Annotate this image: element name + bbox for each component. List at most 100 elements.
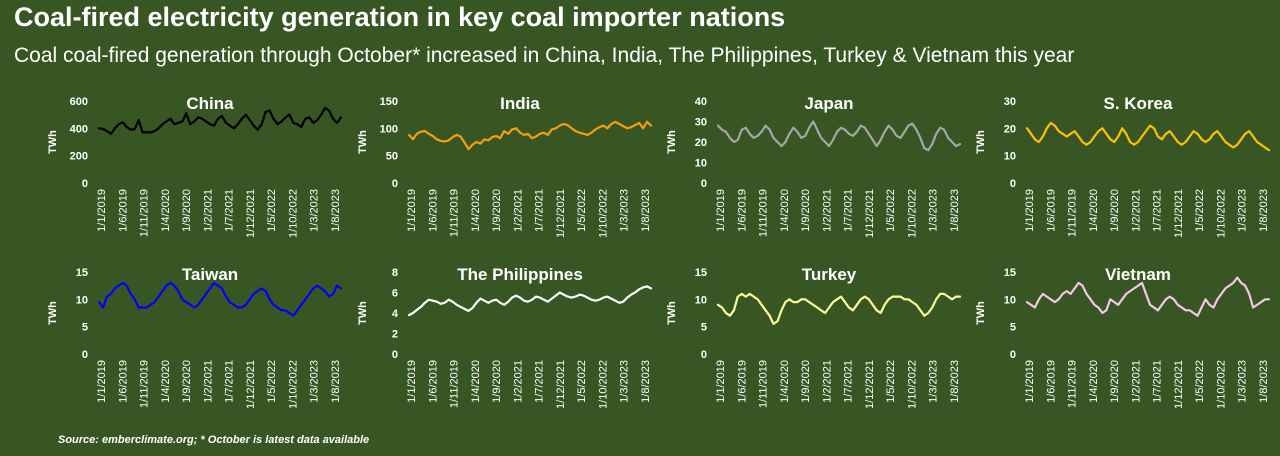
x-tick-label: 1/5/2022 (266, 360, 278, 403)
chart-the-philippines: The Philippines 0 2 4 6 8 TWh 1/1/2019 1/6/2019 1… (357, 265, 653, 409)
y-tick-label: 10 (1004, 151, 1016, 163)
y-tick-label: 6 (392, 288, 398, 300)
y-tick-label: 2 (392, 329, 398, 341)
x-tick-label: 1/3/2023 (309, 189, 321, 232)
x-tick-label: 1/12/2021 (864, 360, 876, 409)
chart-title-turkey: Turkey (802, 265, 857, 284)
x-tick-label: 1/1/2019 (715, 360, 727, 403)
series-line-s-korea (1025, 121, 1271, 152)
x-tick-label: 1/2/2021 (821, 360, 833, 403)
x-tick-label: 1/2/2021 (202, 189, 214, 232)
chart-title-china: China (186, 94, 234, 113)
x-tick-label: 1/4/2020 (470, 189, 482, 232)
x-tick-label: 1/10/2022 (287, 360, 299, 409)
x-tick-label: 1/11/2019 (449, 189, 461, 237)
y-axis-label: TWh (975, 130, 987, 154)
x-tick-label: 1/10/2022 (597, 360, 609, 409)
x-tick-label: 1/2/2021 (1130, 189, 1142, 232)
x-tick-label: 1/7/2021 (534, 360, 546, 403)
y-tick-label: 0 (1010, 349, 1016, 361)
y-tick-label: 10 (695, 294, 707, 306)
y-tick-label: 200 (70, 151, 88, 163)
x-tick-label: 1/3/2023 (619, 360, 631, 403)
x-tick-label: 1/12/2021 (245, 360, 257, 409)
x-tick-label: 1/11/2019 (139, 360, 151, 408)
y-tick-label: 5 (701, 322, 707, 334)
x-tick-label: 1/3/2023 (928, 360, 940, 403)
x-tick-label: 1/7/2021 (534, 189, 546, 232)
x-tick-label: 1/10/2022 (906, 360, 918, 409)
source-note: Source: emberclimate.org; * October is l… (58, 434, 370, 446)
series-line-taiwan (97, 281, 343, 317)
y-axis-label: TWh (47, 130, 59, 154)
x-tick-label: 1/6/2019 (736, 189, 748, 232)
x-tick-label: 1/4/2020 (779, 189, 791, 232)
y-axis-label: TWh (47, 301, 59, 325)
series-line-vietnam (1025, 276, 1271, 317)
y-tick-label: 30 (1004, 96, 1016, 108)
x-tick-label: 1/1/2019 (96, 189, 108, 232)
y-tick-label: 0 (701, 178, 707, 190)
y-tick-label: 10 (1004, 294, 1016, 306)
x-tick-label: 1/11/2019 (449, 360, 461, 408)
x-tick-label: 1/10/2022 (1215, 189, 1227, 238)
chart-vietnam: Vietnam 0 5 10 15 TWh 1/1/2019 1/6/2019 1/11/201… (975, 265, 1271, 409)
y-tick-label: 10 (695, 158, 707, 170)
x-tick-label: 1/2/2021 (202, 360, 214, 403)
x-tick-label: 1/7/2021 (1152, 360, 1164, 403)
chart-title-s-korea: S. Korea (1104, 94, 1174, 113)
x-tick-label: 1/11/2019 (1067, 360, 1079, 408)
x-tick-label: 1/8/2023 (330, 360, 342, 403)
x-tick-label: 1/3/2023 (619, 189, 631, 232)
x-tick-label: 1/4/2020 (470, 360, 482, 403)
y-tick-label: 100 (380, 123, 398, 135)
x-tick-label: 1/7/2021 (224, 189, 236, 232)
y-tick-label: 50 (386, 151, 398, 163)
y-axis-label: TWh (666, 130, 678, 154)
x-tick-label: 1/10/2022 (906, 189, 918, 238)
y-tick-label: 15 (695, 267, 707, 279)
chart-title-india: India (500, 94, 540, 113)
x-tick-label: 1/9/2020 (800, 189, 812, 232)
y-tick-label: 10 (76, 294, 88, 306)
x-tick-label: 1/8/2023 (640, 189, 652, 232)
series-line-the-philippines (407, 285, 653, 317)
y-axis-label: TWh (975, 301, 987, 325)
x-tick-label: 1/8/2023 (1258, 360, 1270, 403)
chart-china: China 0 200 400 600 TWh 1/1/2019 1/6/2019 1/11/2… (47, 94, 343, 238)
x-tick-label: 1/8/2023 (640, 360, 652, 403)
chart-india: India 0 50 100 150 TWh 1/1/2019 1/6/2019 1/11/20… (357, 94, 653, 238)
x-tick-label: 1/8/2023 (1258, 189, 1270, 232)
x-tick-label: 1/12/2021 (1173, 360, 1185, 409)
y-tick-label: 0 (392, 178, 398, 190)
y-tick-label: 0 (82, 349, 88, 361)
x-tick-label: 1/6/2019 (117, 189, 129, 232)
y-tick-label: 0 (392, 349, 398, 361)
x-tick-label: 1/12/2021 (555, 189, 567, 238)
x-tick-label: 1/2/2021 (821, 189, 833, 232)
x-tick-label: 1/3/2023 (928, 189, 940, 232)
chart-title-vietnam: Vietnam (1105, 265, 1171, 284)
y-tick-label: 0 (1010, 178, 1016, 190)
y-tick-label: 20 (1004, 123, 1016, 135)
x-tick-label: 1/4/2020 (779, 360, 791, 403)
x-tick-label: 1/1/2019 (715, 189, 727, 232)
x-tick-label: 1/4/2020 (1088, 189, 1100, 232)
x-tick-label: 1/12/2021 (1173, 189, 1185, 238)
y-tick-label: 5 (1010, 322, 1016, 334)
page-subtitle: Coal coal-fired generation through Octob… (14, 44, 1075, 67)
y-tick-label: 15 (1004, 267, 1016, 279)
x-tick-label: 1/1/2019 (406, 189, 418, 232)
x-tick-label: 1/12/2021 (864, 189, 876, 238)
x-tick-label: 1/12/2021 (555, 360, 567, 409)
y-axis-label: TWh (357, 130, 369, 154)
y-tick-label: 8 (392, 267, 398, 279)
x-tick-label: 1/8/2023 (949, 360, 961, 403)
x-tick-label: 1/11/2019 (758, 360, 770, 408)
y-tick-label: 400 (70, 123, 88, 135)
x-tick-label: 1/10/2022 (287, 189, 299, 238)
x-tick-label: 1/7/2021 (843, 189, 855, 232)
x-tick-label: 1/8/2023 (330, 189, 342, 232)
y-axis-label: TWh (357, 301, 369, 325)
x-tick-label: 1/9/2020 (491, 360, 503, 403)
